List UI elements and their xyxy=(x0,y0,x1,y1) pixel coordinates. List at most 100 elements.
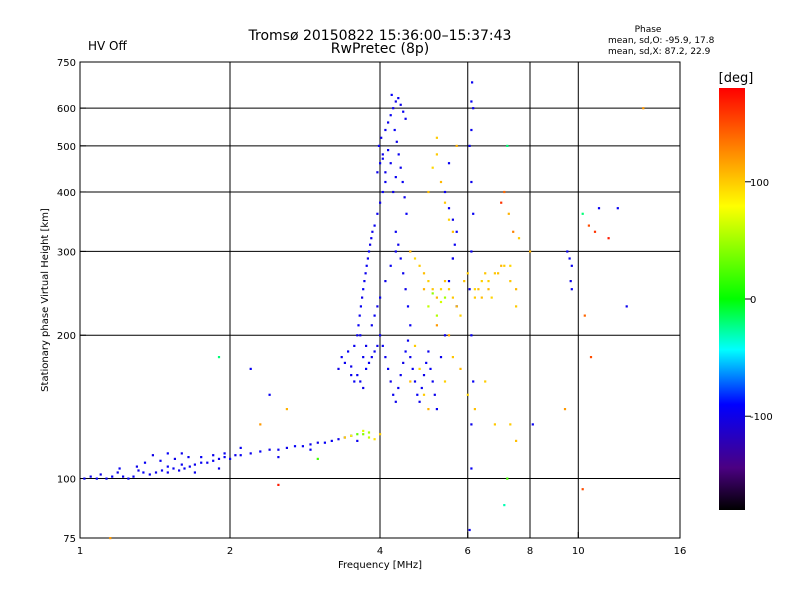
data-point xyxy=(359,334,362,337)
data-point xyxy=(379,201,382,204)
data-point xyxy=(393,128,396,132)
data-point xyxy=(642,107,645,110)
data-point xyxy=(362,288,365,291)
data-point xyxy=(309,448,312,451)
data-point xyxy=(506,477,509,480)
data-point xyxy=(122,475,125,478)
data-point xyxy=(587,224,590,227)
data-point xyxy=(83,477,86,480)
data-point xyxy=(470,423,473,426)
data-point xyxy=(569,280,572,283)
data-point xyxy=(406,339,410,342)
data-point xyxy=(484,380,487,383)
data-point xyxy=(148,473,151,476)
data-point xyxy=(356,439,359,442)
data-point xyxy=(411,367,414,370)
data-point xyxy=(455,230,458,233)
data-point xyxy=(607,237,610,240)
data-point xyxy=(487,280,490,283)
data-point xyxy=(570,288,573,291)
phase-info-o-mode: mean, sd,O: -95.9, 17.8 xyxy=(608,36,715,46)
data-point xyxy=(433,393,436,396)
data-point xyxy=(200,456,203,459)
data-point xyxy=(447,334,451,337)
y-tick-label: 600 xyxy=(57,104,76,115)
data-point xyxy=(431,292,434,295)
data-point xyxy=(340,356,343,359)
data-point xyxy=(373,438,376,441)
y-axis-ticks: 75 100 200 300 400 500 600 750 xyxy=(57,58,86,545)
data-point xyxy=(362,429,365,432)
data-point xyxy=(397,153,400,156)
data-point xyxy=(367,361,371,364)
data-point xyxy=(379,162,382,165)
colorbar-tick-label: 100 xyxy=(750,178,769,189)
data-point xyxy=(293,445,297,448)
data-point xyxy=(413,344,417,347)
data-point xyxy=(389,380,392,383)
data-point xyxy=(493,272,496,275)
data-point xyxy=(500,264,503,267)
data-point xyxy=(409,356,412,359)
x-tick-label: 16 xyxy=(674,546,687,557)
data-point xyxy=(463,280,466,283)
data-point xyxy=(568,257,571,260)
data-point xyxy=(593,230,597,233)
data-point xyxy=(381,157,384,160)
data-point xyxy=(470,180,473,184)
data-point xyxy=(234,454,237,457)
data-point xyxy=(376,344,379,347)
data-point xyxy=(353,380,356,383)
data-point xyxy=(459,314,462,317)
data-point xyxy=(166,452,169,455)
data-point xyxy=(581,488,584,491)
data-point xyxy=(379,334,382,337)
data-point xyxy=(431,288,434,291)
data-point xyxy=(277,448,280,451)
colorbar-ticks: 100 0 -100 xyxy=(745,178,773,423)
data-point xyxy=(583,314,586,317)
data-point xyxy=(172,467,175,470)
data-point xyxy=(229,457,232,460)
data-point xyxy=(200,461,203,464)
data-point xyxy=(399,257,402,260)
data-point xyxy=(277,483,280,486)
data-point xyxy=(443,380,447,383)
data-point xyxy=(206,461,209,464)
data-point xyxy=(394,250,397,253)
data-point xyxy=(389,162,392,165)
data-point xyxy=(477,288,480,291)
data-point xyxy=(399,103,402,106)
data-point xyxy=(470,467,473,470)
data-point xyxy=(343,436,346,439)
data-point xyxy=(127,477,130,480)
chart-subtitle: RwPretec (8p) xyxy=(331,41,429,57)
data-point xyxy=(529,250,532,253)
data-point xyxy=(353,344,356,347)
data-point xyxy=(367,436,371,439)
data-point xyxy=(597,207,601,210)
data-point xyxy=(515,439,518,442)
data-point xyxy=(377,144,381,147)
data-point xyxy=(480,296,483,299)
data-point xyxy=(392,393,395,396)
data-point xyxy=(316,457,319,460)
x-axis-label: Frequency [MHz] xyxy=(338,560,422,571)
data-point xyxy=(439,288,443,291)
data-point xyxy=(105,477,108,480)
x-axis-ticks: 1 2 4 6 8 10 16 xyxy=(77,532,687,557)
data-point xyxy=(397,386,400,390)
data-point xyxy=(370,237,373,240)
data-point xyxy=(451,356,454,359)
data-point xyxy=(581,212,584,215)
x-tick-label: 1 xyxy=(77,546,83,557)
data-point xyxy=(531,423,534,426)
data-point xyxy=(447,218,451,221)
data-point xyxy=(362,356,365,359)
data-point xyxy=(453,243,456,246)
data-point xyxy=(387,149,390,152)
data-point xyxy=(392,190,395,194)
data-point xyxy=(515,288,518,291)
